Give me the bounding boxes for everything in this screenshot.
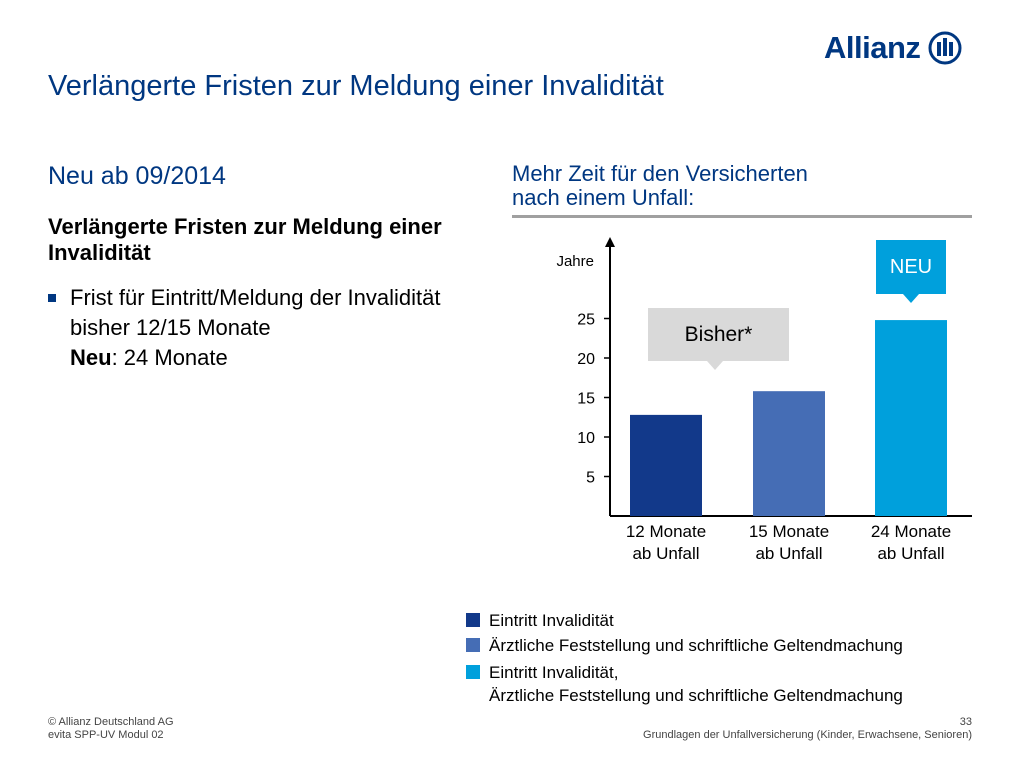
x-tick-label: 15 Monate (749, 522, 829, 541)
y-axis-arrow (605, 237, 615, 247)
section-subheading: Verlängerte Fristen zur Meldung einer In… (48, 214, 442, 265)
bar-3 (875, 320, 947, 516)
bullet-new-value: : 24 Monate (111, 345, 228, 370)
bullet-content: Frist für Eintritt/Meldung der Invalidit… (70, 283, 448, 373)
legend-item-2: Ärztliche Feststellung und schriftliche … (466, 634, 903, 657)
y-tick-label: 20 (577, 351, 595, 368)
x-tick-label: ab Unfall (877, 544, 944, 563)
section-heading: Neu ab 09/2014 (48, 162, 226, 190)
allianz-logo: Allianz (824, 28, 962, 68)
chart-heading-line2: nach einem Unfall: (512, 185, 695, 210)
legend-label-line: Ärztliche Feststellung und schriftliche … (489, 636, 903, 655)
footer-copyright-line: © Allianz Deutschland AG (48, 716, 174, 728)
logo-text: Allianz (824, 30, 921, 65)
legend-label-line: Ärztliche Feststellung und schriftliche … (489, 686, 903, 705)
bar-1 (630, 414, 702, 516)
footer-course-title: Grundlagen der Unfallversicherung (Kinde… (643, 729, 972, 741)
footer-module-line: evita SPP-UV Modul 02 (48, 729, 164, 741)
bullet-text: Frist für Eintritt/Meldung der Invalidit… (70, 285, 441, 340)
legend-swatch (466, 613, 480, 627)
bar-2 (753, 391, 825, 516)
bullet-square-icon (48, 294, 56, 302)
footer-right: 33 Grundlagen der Unfallversicherung (Ki… (643, 716, 972, 742)
bullet-new-label: Neu (70, 345, 112, 370)
legend-label-line: Eintritt Invalidität (489, 611, 614, 630)
x-tick-label: 12 Monate (626, 522, 706, 541)
legend-swatch (466, 638, 480, 652)
legend-label: Eintritt Invalidität, Ärztliche Feststel… (489, 661, 903, 707)
y-tick-label: 25 (577, 312, 595, 329)
legend-swatch (466, 665, 480, 679)
legend-label: Ärztliche Feststellung und schriftliche … (489, 634, 903, 657)
y-axis-label: Jahre (556, 253, 594, 270)
x-tick-label: ab Unfall (632, 544, 699, 563)
footer-copyright: © Allianz Deutschland AG evita SPP-UV Mo… (48, 716, 174, 742)
bar-chart: Jahre 5 10 15 20 25 12 Monate ab Unfall 15 Monat… (556, 237, 972, 563)
x-tick-label: ab Unfall (755, 544, 822, 563)
legend-item-3: Eintritt Invalidität, Ärztliche Feststel… (466, 661, 903, 707)
x-tick-label: 24 Monate (871, 522, 951, 541)
legend-label-line: Eintritt Invalidität, (489, 663, 619, 682)
callout-bisher: Bisher* (648, 308, 789, 370)
page-number: 33 (959, 716, 972, 728)
chart-heading: Mehr Zeit für den Versicherten nach eine… (512, 162, 808, 210)
y-tick-label: 5 (586, 470, 595, 487)
y-tick-label: 10 (577, 430, 595, 447)
chart-heading-divider (512, 215, 972, 218)
callout-neu: NEU (876, 240, 946, 303)
legend-label: Eintritt Invalidität (489, 609, 614, 632)
bullet-item: Frist für Eintritt/Meldung der Invalidit… (48, 283, 448, 373)
allianz-eagle-icon (928, 31, 962, 65)
page-title: Verlängerte Fristen zur Meldung einer In… (48, 70, 664, 102)
y-tick-label: 15 (577, 391, 595, 408)
legend-item-1: Eintritt Invalidität (466, 609, 614, 632)
chart-heading-line1: Mehr Zeit für den Versicherten (512, 161, 808, 186)
